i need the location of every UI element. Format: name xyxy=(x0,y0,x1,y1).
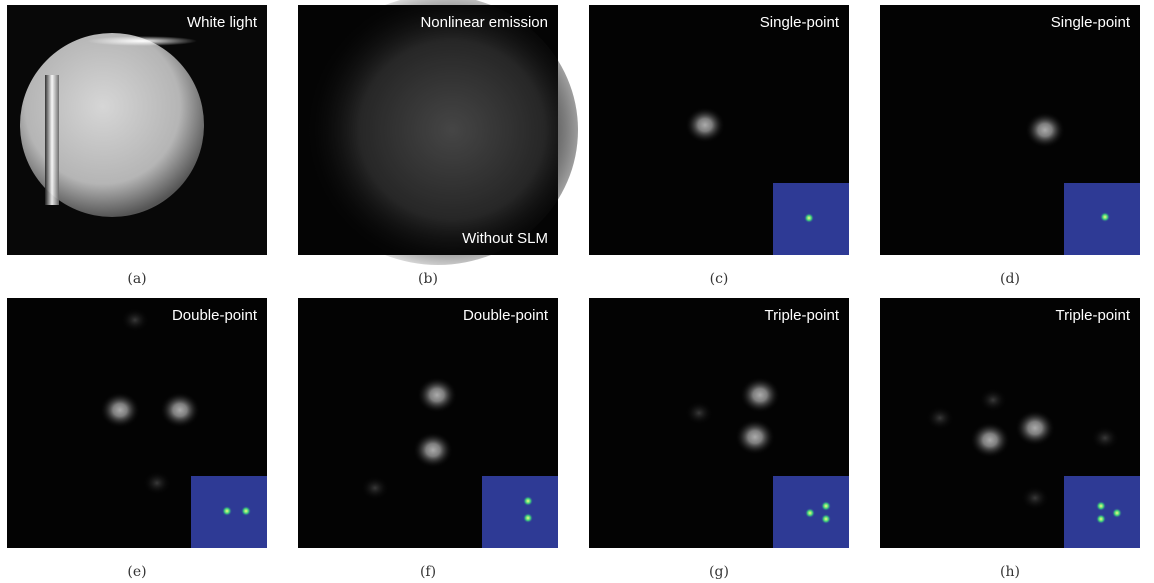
inset xyxy=(1064,476,1140,548)
inset-dot xyxy=(821,514,831,524)
panel: Double-point (e) xyxy=(7,298,267,580)
panel-label: Single-point xyxy=(760,14,840,31)
panel-label: Triple-point xyxy=(1056,307,1131,324)
inset-dot xyxy=(523,496,533,506)
inset-dot xyxy=(1096,514,1106,524)
panel: White light (a) xyxy=(7,5,267,287)
inset-dot xyxy=(805,508,815,518)
panel-caption: (f) xyxy=(420,564,436,580)
panel: Single-point (c) xyxy=(589,5,849,287)
panel: Double-point (f) xyxy=(298,298,558,580)
inset xyxy=(191,476,267,548)
panel-label: White light xyxy=(187,14,258,31)
inset xyxy=(482,476,558,548)
panel-label: Triple-point xyxy=(765,307,840,324)
panel: Nonlinear emission Without SLM (b) xyxy=(298,0,578,287)
horizontal-streak xyxy=(87,36,197,46)
panel-sublabel: Without SLM xyxy=(462,230,548,247)
inset-dot xyxy=(222,506,232,516)
inset-background xyxy=(1064,476,1140,548)
panel-caption: (b) xyxy=(418,271,438,287)
panel-caption: (h) xyxy=(1000,564,1020,580)
panel-label: Double-point xyxy=(172,307,258,324)
inset-dot xyxy=(523,513,533,523)
panel: Single-point (d) xyxy=(880,5,1140,287)
inset-dot xyxy=(1100,212,1110,222)
panel: Triple-point (h) xyxy=(880,298,1140,580)
inset-dot xyxy=(1096,501,1106,511)
panel-label: Double-point xyxy=(463,307,549,324)
inset-dot xyxy=(804,213,814,223)
panel-caption: (a) xyxy=(127,271,146,287)
speckle xyxy=(298,5,558,255)
panel-caption: (c) xyxy=(710,271,729,287)
inset-dot xyxy=(821,501,831,511)
panel-caption: (d) xyxy=(1000,271,1020,287)
panel-caption: (e) xyxy=(127,564,146,580)
inset xyxy=(773,183,849,255)
panel: Triple-point (g) xyxy=(589,298,849,580)
inset xyxy=(1064,183,1140,255)
panel-label: Single-point xyxy=(1051,14,1131,31)
panel-caption: (g) xyxy=(709,564,729,580)
inset xyxy=(773,476,849,548)
inset-dot xyxy=(1112,508,1122,518)
figure: White light (a) Nonlinear emission Without … xyxy=(0,0,1154,583)
inset-dot xyxy=(241,506,251,516)
inset-background xyxy=(482,476,558,548)
vertical-streak xyxy=(45,75,59,205)
panel-label: Nonlinear emission xyxy=(420,14,548,31)
